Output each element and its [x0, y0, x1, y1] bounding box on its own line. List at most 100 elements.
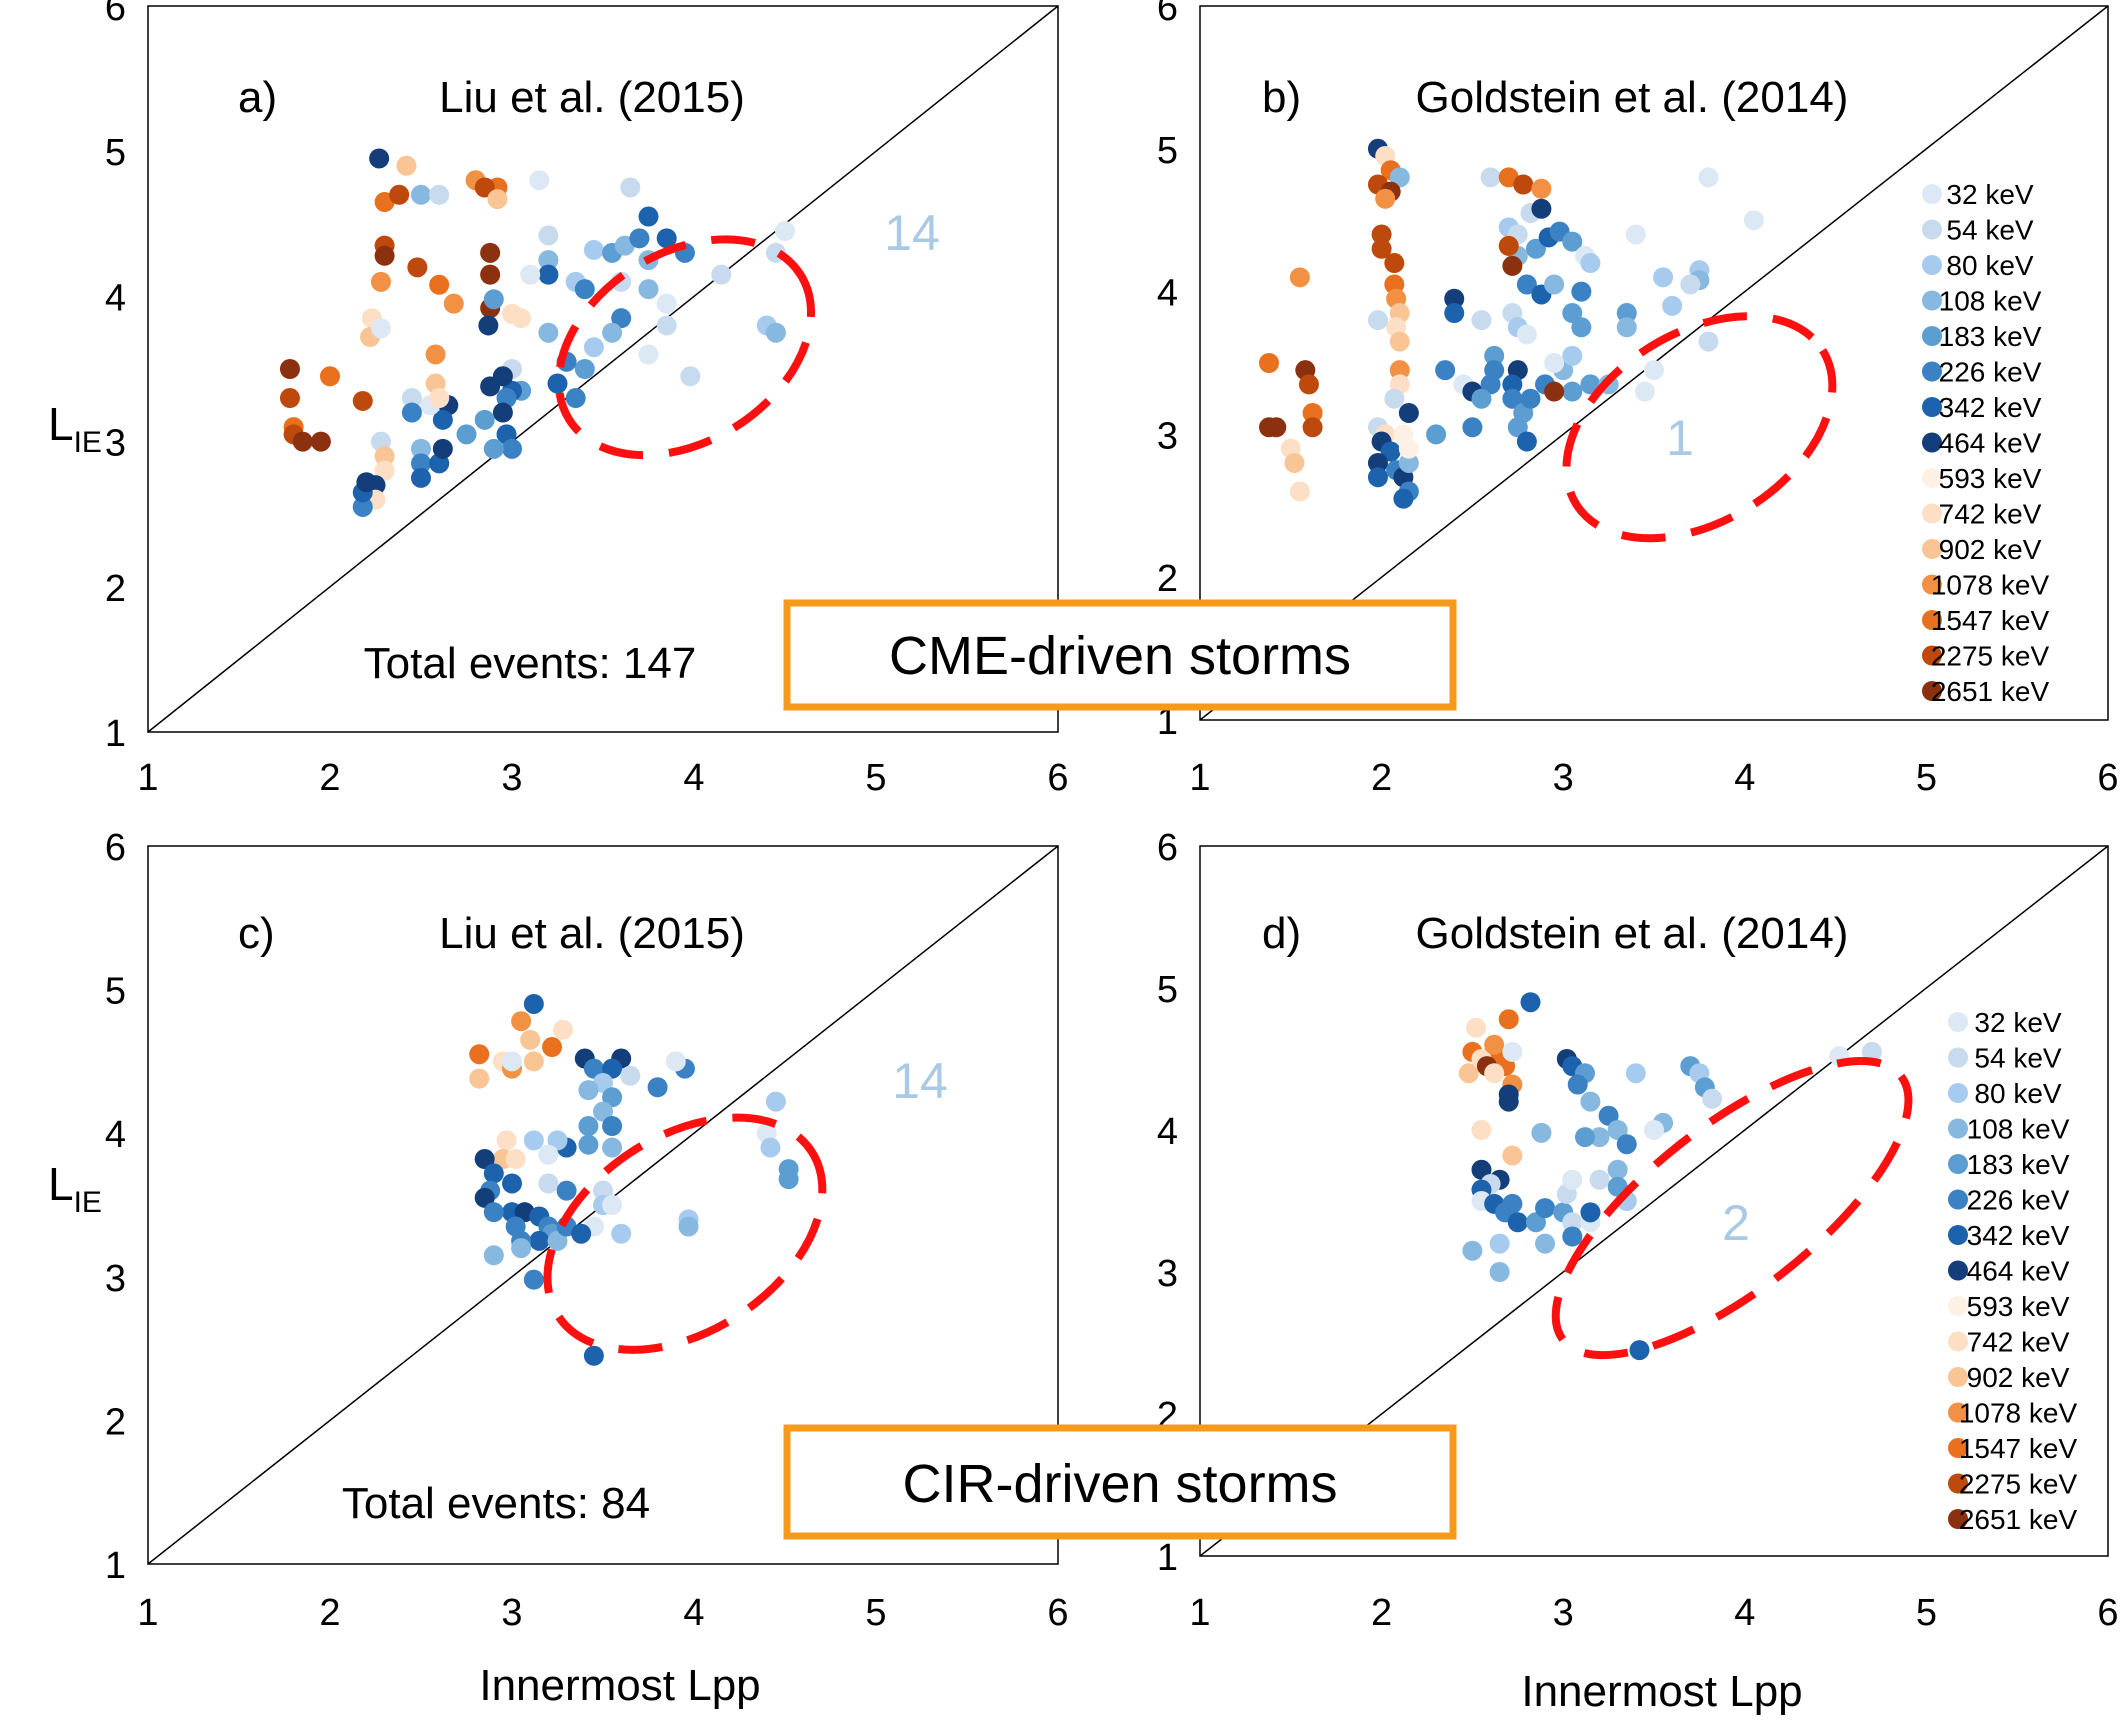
scatter-point: [620, 1065, 641, 1086]
scatter-point: [1298, 374, 1319, 395]
scatter-point: [571, 1223, 592, 1244]
scatter-point: [1375, 188, 1396, 209]
x-tick-label: 5: [1916, 757, 1937, 799]
scatter-point: [1644, 1120, 1664, 1140]
panel-label: b): [1262, 73, 1301, 122]
scatter-point: [374, 446, 395, 467]
scatter-point: [1589, 1169, 1610, 1190]
scatter-point: [665, 1051, 686, 1072]
legend-swatch: [1922, 645, 1942, 666]
legend-swatch: [1948, 1367, 1968, 1387]
legend-label: 80 keV: [1974, 1078, 2061, 1109]
legend-label: 2651 keV: [1959, 1504, 2078, 1535]
scatter-point: [369, 148, 390, 169]
scatter-point: [474, 1187, 495, 1208]
scatter-point: [1367, 310, 1388, 331]
scatter-point: [1513, 174, 1534, 195]
scatter-point: [1484, 345, 1505, 366]
scatter-point: [1607, 1159, 1628, 1180]
legend-swatch: [1948, 1189, 1968, 1210]
scatter-point: [565, 388, 586, 409]
legend-swatch: [1922, 681, 1942, 701]
legend-label: 54 keV: [1946, 215, 2033, 246]
scatter-point: [602, 1137, 623, 1158]
cme-storms-label: CME-driven storms: [889, 626, 1351, 686]
scatter-point: [1444, 303, 1465, 324]
y-tick-label: 3: [105, 1258, 126, 1300]
legend-swatch: [1948, 1012, 1968, 1032]
y-axis-label: LIE: [48, 1158, 102, 1219]
scatter-point: [538, 1144, 559, 1165]
scatter-point: [429, 388, 450, 409]
x-tick-label: 4: [1734, 757, 1755, 799]
y-tick-label: 1: [105, 713, 126, 755]
y-tick-label: 5: [105, 971, 126, 1013]
legend-swatch: [1948, 1083, 1968, 1103]
scatter-point: [1531, 178, 1552, 199]
scatter-point: [578, 1116, 599, 1137]
y-axis-label: LIE: [48, 398, 102, 459]
chart-title: Goldstein et al. (2014): [1416, 909, 1849, 958]
event-count-label: 14: [884, 205, 940, 261]
legend-label: 742 keV: [1967, 1327, 2070, 1358]
legend-swatch: [1922, 184, 1942, 204]
legend-swatch: [1948, 1331, 1968, 1352]
x-tick-label: 1: [137, 757, 158, 799]
scatter-point: [1380, 441, 1401, 462]
scatter-point: [483, 438, 504, 459]
y-tick-label: 4: [105, 1114, 126, 1156]
scatter-point: [310, 431, 331, 452]
x-tick-label: 5: [865, 1592, 886, 1634]
scatter-point: [1562, 1212, 1583, 1233]
scatter-point: [1480, 167, 1501, 188]
scatter-point: [638, 344, 659, 365]
scatter-point: [1259, 353, 1280, 373]
legend-swatch: [1922, 610, 1942, 630]
scatter-point: [1562, 345, 1583, 366]
legend-label: 80 keV: [1946, 250, 2033, 281]
scatter-point: [1861, 1041, 1882, 1062]
scatter-point: [1507, 417, 1528, 438]
scatter-point: [574, 359, 595, 379]
event-count-label: 14: [892, 1053, 948, 1109]
scatter-point: [1574, 1127, 1595, 1148]
y-tick-label: 4: [1157, 273, 1178, 315]
legend-label: 902 keV: [1939, 534, 2042, 565]
y-tick-label: 1: [1157, 701, 1178, 743]
scatter-point: [474, 409, 495, 430]
x-tick-label: 2: [319, 757, 340, 799]
legend-label: 108 keV: [1939, 286, 2042, 317]
legend-label: 742 keV: [1939, 499, 2042, 530]
scatter-point: [538, 1173, 559, 1194]
plot-frame: [1199, 845, 2109, 1557]
scatter-point: [1544, 274, 1565, 295]
scatter-point: [1289, 267, 1310, 288]
scatter-point: [320, 366, 340, 387]
highlight-ellipse: [554, 235, 816, 460]
scatter-point: [407, 257, 428, 278]
scatter-point: [1484, 1063, 1505, 1084]
scatter-point: [578, 1080, 599, 1101]
scatter-point: [411, 438, 431, 459]
scatter-point: [1266, 417, 1287, 438]
chart-title: Liu et al. (2015): [439, 73, 745, 122]
scatter-point: [1371, 224, 1392, 245]
scatter-point: [1616, 1134, 1637, 1155]
scatter-point: [523, 993, 544, 1014]
scatter-point: [1458, 1063, 1479, 1084]
legend-swatch: [1948, 1296, 1968, 1316]
scatter-point: [1567, 1074, 1588, 1095]
scatter-point: [1489, 1233, 1510, 1254]
x-tick-label: 3: [501, 757, 522, 799]
legend-label: 108 keV: [1967, 1114, 2070, 1145]
scatter-point: [1502, 1041, 1523, 1062]
scatter-point: [502, 438, 522, 459]
x-tick-label: 3: [501, 1592, 522, 1634]
legend-label: 54 keV: [1974, 1043, 2061, 1074]
scatter-point: [1471, 1159, 1492, 1180]
scatter-point: [396, 155, 417, 176]
scatter-point: [1589, 1127, 1610, 1148]
scatter-point: [611, 308, 632, 329]
legend-label: 342 keV: [1967, 1220, 2070, 1251]
scatter-point: [574, 279, 595, 300]
